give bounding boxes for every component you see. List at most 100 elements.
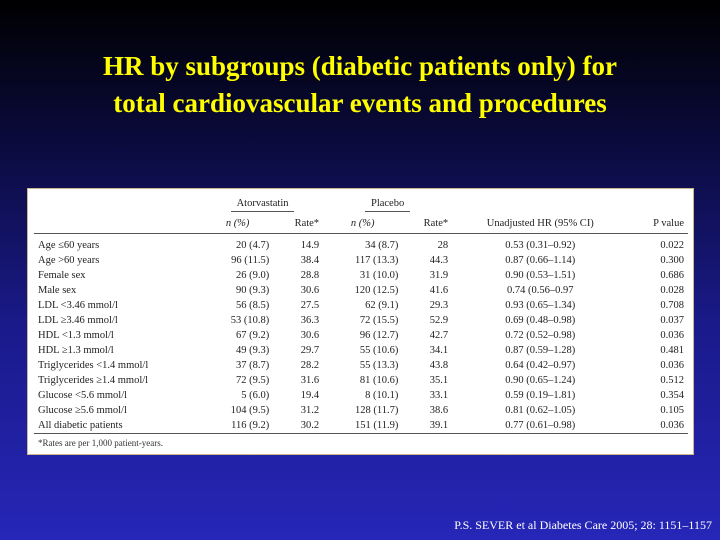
p-value-cell: 0.036	[660, 360, 684, 371]
plac-rate-cell: 33.1	[429, 390, 449, 401]
p-value-cell: 0.300	[660, 255, 684, 266]
ator-rate-cell: 31.6	[300, 375, 320, 386]
row-label: All diabetic patients	[34, 418, 202, 434]
ator-n-cell: 37 (8.7)	[236, 360, 270, 371]
row-label: Age >60 years	[38, 255, 100, 266]
hr-cell: 0.90 (0.53–1.51)	[505, 270, 576, 281]
table-row: All diabetic patients 116 (9.2) 30.2 151 (1…	[34, 418, 688, 434]
row-label: Glucose ≥5.6 mmol/l	[38, 405, 127, 416]
ator-n-cell: 5 (6.0)	[241, 390, 270, 401]
plac-rate-cell: 43.8	[429, 360, 449, 371]
p-value-cell: 0.022	[660, 240, 684, 251]
plac-rate-cell: 42.7	[429, 330, 449, 341]
row-label: Male sex	[38, 285, 77, 296]
table-row: Age ≤60 years 20 (4.7) 14.9 34 (8.7) 28 0.53 …	[34, 238, 688, 253]
plac-n-cell: 117 (13.3)	[355, 255, 399, 266]
ator-rate-cell: 27.5	[300, 300, 320, 311]
table-row: Triglycerides <1.4 mmol/l 37 (8.7) 28.2 55 …	[34, 358, 688, 373]
row-label: Age ≤60 years	[38, 240, 100, 251]
ator-n-cell: 96 (11.5)	[231, 255, 270, 266]
plac-n-cell: 34 (8.7)	[365, 240, 399, 251]
ator-rate-cell: 30.2	[273, 418, 324, 434]
placebo-group-header: Placebo	[323, 195, 452, 212]
header-ator-rate: Rate*	[273, 212, 324, 234]
row-label: Triglycerides ≥1.4 mmol/l	[38, 375, 149, 386]
table-row: Female sex 26 (9.0) 28.8 31 (10.0) 31.9 0.90 …	[34, 268, 688, 283]
title-line-2: total cardiovascular events and procedur…	[113, 88, 607, 118]
table-row: HDL ≥1.3 mmol/l 49 (9.3) 29.7 55 (10.6) 34.1…	[34, 343, 688, 358]
citation: P.S. SEVER et al Diabetes Care 2005; 28:…	[454, 518, 712, 532]
ator-n-cell: 53 (10.8)	[230, 315, 270, 326]
hr-cell: 0.64 (0.42–0.97)	[505, 360, 576, 371]
plac-rate-cell: 38.6	[429, 405, 449, 416]
plac-rate-cell: 31.9	[429, 270, 449, 281]
p-value-cell: 0.481	[660, 345, 684, 356]
p-value-cell: 0.354	[660, 390, 684, 401]
subgroup-table-panel: Atorvastatin Placebo n (%) Rate* n (%) R…	[27, 188, 694, 455]
ator-rate-cell: 29.7	[300, 345, 320, 356]
plac-rate-cell: 28	[437, 240, 449, 251]
plac-n-cell: 62 (9.1)	[365, 300, 399, 311]
ator-rate-cell: 36.3	[300, 315, 320, 326]
ator-rate-cell: 30.6	[300, 285, 320, 296]
plac-n-cell: 31 (10.0)	[359, 270, 399, 281]
row-label: HDL <1.3 mmol/l	[38, 330, 114, 341]
hr-cell: 0.77 (0.61–0.98)	[452, 418, 629, 434]
plac-rate-cell: 44.3	[429, 255, 449, 266]
ator-rate-cell: 31.2	[300, 405, 320, 416]
hr-cell: 0.81 (0.62–1.05)	[505, 405, 576, 416]
row-label: HDL ≥1.3 mmol/l	[38, 345, 114, 356]
plac-rate-cell: 52.9	[429, 315, 449, 326]
header-p-value: P value	[628, 212, 688, 234]
hr-cell: 0.59 (0.19–1.81)	[505, 390, 576, 401]
subgroup-hr-table: Atorvastatin Placebo n (%) Rate* n (%) R…	[34, 195, 688, 434]
plac-rate-cell: 34.1	[429, 345, 449, 356]
plac-n-cell: 96 (12.7)	[359, 330, 399, 341]
plac-n-cell: 120 (12.5)	[354, 285, 399, 296]
table-row: LDL <3.46 mmol/l 56 (8.5) 27.5 62 (9.1) 29.3…	[34, 298, 688, 313]
header-plac-rate: Rate*	[402, 212, 453, 234]
header-plac-n: n (%)	[323, 212, 403, 234]
plac-n-cell: 72 (15.5)	[359, 315, 399, 326]
hr-cell: 0.74 (0.56–0.97	[507, 285, 574, 296]
hr-cell: 0.87 (0.59–1.28)	[505, 345, 576, 356]
slide-title: HR by subgroups (diabetic patients only)…	[0, 48, 720, 122]
hr-cell: 0.72 (0.52–0.98)	[505, 330, 576, 341]
atorvastatin-group-header: Atorvastatin	[202, 195, 323, 212]
table-row: Glucose ≥5.6 mmol/l 104 (9.5) 31.2 128 (11.…	[34, 403, 688, 418]
column-header-row: n (%) Rate* n (%) Rate* Unadjusted HR (9…	[34, 212, 688, 234]
ator-rate-cell: 14.9	[300, 240, 320, 251]
row-label: Triglycerides <1.4 mmol/l	[38, 360, 149, 371]
row-label: LDL ≥3.46 mmol/l	[38, 315, 118, 326]
plac-n-cell: 55 (13.3)	[359, 360, 399, 371]
p-value-cell: 0.036	[628, 418, 688, 434]
table-row: Age >60 years 96 (11.5) 38.4 117 (13.3) 44.3…	[34, 253, 688, 268]
hr-cell: 0.87 (0.66–1.14)	[505, 255, 576, 266]
p-value-cell: 0.105	[660, 405, 684, 416]
table-row: Glucose <5.6 mmol/l 5 (6.0) 19.4 8 (10.1) 33…	[34, 388, 688, 403]
ator-n-cell: 56 (8.5)	[236, 300, 270, 311]
header-ator-n: n (%)	[202, 212, 274, 234]
row-label: Glucose <5.6 mmol/l	[38, 390, 128, 401]
row-label: LDL <3.46 mmol/l	[38, 300, 118, 311]
ator-n-cell: 67 (9.2)	[236, 330, 270, 341]
ator-n-cell: 26 (9.0)	[236, 270, 270, 281]
ator-n-cell: 116 (9.2)	[202, 418, 274, 434]
plac-rate-cell: 29.3	[429, 300, 449, 311]
plac-n-cell: 55 (10.6)	[359, 345, 399, 356]
ator-n-cell: 90 (9.3)	[236, 285, 270, 296]
ator-rate-cell: 28.8	[300, 270, 320, 281]
p-value-cell: 0.708	[660, 300, 684, 311]
plac-n-cell: 8 (10.1)	[365, 390, 399, 401]
plac-rate-cell: 39.1	[402, 418, 453, 434]
table-row: Male sex 90 (9.3) 30.6 120 (12.5) 41.6 0.74 (…	[34, 283, 688, 298]
plac-n-cell: 128 (11.7)	[355, 405, 399, 416]
plac-n-cell: 81 (10.6)	[359, 375, 399, 386]
p-value-cell: 0.028	[660, 285, 684, 296]
plac-rate-cell: 41.6	[429, 285, 449, 296]
hr-cell: 0.69 (0.48–0.98)	[505, 315, 576, 326]
table-footnote: *Rates are per 1,000 patient-years.	[38, 438, 163, 448]
ator-n-cell: 104 (9.5)	[230, 405, 270, 416]
ator-n-cell: 20 (4.7)	[236, 240, 270, 251]
p-value-cell: 0.686	[660, 270, 684, 281]
